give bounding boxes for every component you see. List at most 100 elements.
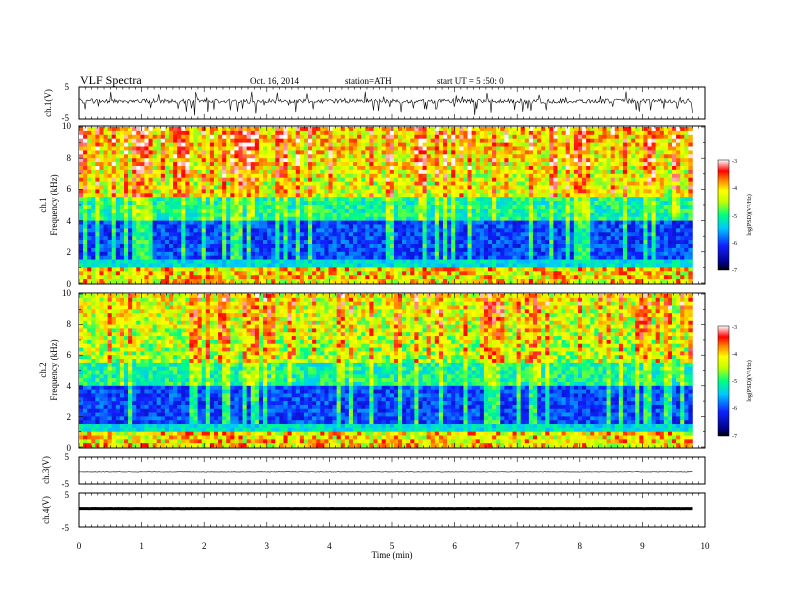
spectrogram-cell	[549, 247, 554, 253]
spectrogram-cell	[537, 267, 542, 272]
spectrogram-cell	[361, 232, 366, 237]
spectrogram-cell	[287, 247, 292, 253]
spectrogram-cell	[336, 150, 342, 155]
spectrogram-cell	[254, 224, 260, 229]
spectrogram-cell	[500, 208, 505, 214]
spectrogram-cell	[553, 208, 558, 214]
spectrogram-cell	[479, 134, 485, 139]
spectrogram-cell	[361, 189, 366, 194]
spectrogram-cell	[193, 193, 198, 198]
spectrogram-cell	[123, 263, 129, 268]
spectrogram-cell	[283, 236, 288, 241]
spectrogram-cell	[451, 220, 456, 225]
spectrogram-cell	[83, 212, 88, 217]
spectrogram-cell	[218, 247, 223, 253]
spectrogram-cell	[569, 193, 575, 198]
spectrogram-cell	[111, 263, 117, 268]
spectrogram-cell	[463, 189, 468, 194]
spectrogram-cell	[582, 236, 587, 241]
spectrogram-cell	[365, 154, 370, 159]
spectrogram-cell	[287, 251, 292, 256]
spectrogram-cell	[189, 181, 194, 186]
spectrogram-cell	[271, 263, 276, 268]
spectrogram-cell	[336, 173, 342, 178]
spectrogram-cell	[496, 138, 501, 143]
spectrogram-cell	[328, 259, 333, 264]
spectrogram-cell	[312, 228, 317, 233]
spectrogram-cell	[565, 267, 571, 272]
spectrogram-cell	[496, 244, 501, 249]
spectrogram-cell	[234, 130, 239, 136]
spectrogram-cell	[164, 212, 170, 217]
spectrogram-cell	[230, 247, 235, 253]
spectrogram-cell	[361, 158, 366, 163]
spectrogram-cell	[377, 263, 382, 268]
spectrogram-cell	[569, 251, 575, 256]
spectrogram-cell	[524, 267, 530, 272]
spectrogram-cell	[197, 212, 202, 217]
spectrogram-cell	[381, 146, 387, 151]
spectrogram-cell	[177, 244, 182, 249]
spectrogram-cell	[438, 251, 444, 256]
spectrogram-cell	[557, 236, 562, 241]
spectrogram-cell	[410, 279, 415, 284]
spectrogram-cell	[328, 173, 333, 178]
spectrogram-cell	[357, 201, 362, 206]
spectrogram-cell	[271, 240, 276, 245]
spectrogram-cell	[201, 263, 207, 268]
spectrogram-cell	[189, 146, 194, 151]
spectrogram-cell	[324, 220, 329, 225]
spectrogram-cell	[569, 216, 575, 221]
spectrogram-cell	[250, 240, 256, 245]
spectrogram-cell	[565, 197, 571, 202]
spectrogram-cell	[385, 177, 391, 182]
spectrogram-cell	[586, 134, 591, 139]
spectrogram-cell	[451, 232, 456, 237]
spectrogram-cell	[381, 134, 387, 139]
spectrogram-cell	[357, 150, 362, 155]
spectrogram-cell	[455, 251, 460, 256]
spectrogram-cell	[312, 208, 317, 214]
spectrogram-cell	[577, 224, 583, 229]
spectrogram-cell	[123, 220, 129, 225]
spectrogram-cell	[430, 255, 436, 260]
spectrogram-cell	[164, 134, 170, 139]
spectrogram-cell	[438, 201, 444, 206]
spectrogram-cell	[402, 181, 407, 186]
spectrogram-cell	[361, 154, 366, 159]
spectrogram-cell	[254, 236, 260, 241]
spectrogram-cell	[537, 189, 542, 194]
spectrogram-cell	[569, 244, 575, 249]
spectrogram-cell	[451, 251, 456, 256]
spectrogram-cell	[332, 154, 337, 159]
spectrogram-cell	[222, 259, 227, 264]
spectrogram-cell	[328, 267, 333, 272]
spectrogram-cell	[443, 189, 448, 194]
spectrogram-cell	[410, 275, 415, 280]
spectrogram-cell	[230, 162, 235, 167]
spectrogram-cell	[213, 142, 219, 147]
spectrogram-cell	[336, 232, 342, 237]
spectrogram-cell	[475, 236, 481, 241]
spectrogram-cell	[398, 166, 403, 171]
spectrogram-cell	[79, 158, 84, 163]
spectrogram-cell	[500, 181, 505, 186]
spectrogram-cell	[197, 181, 202, 186]
spectrogram-cell	[492, 232, 497, 237]
spectrogram-cell	[496, 205, 501, 210]
spectrogram-cell	[475, 247, 481, 253]
spectrogram-cell	[168, 166, 174, 171]
spectrogram-cell	[434, 177, 440, 182]
spectrogram-cell	[213, 240, 219, 245]
spectrogram-cell	[496, 263, 501, 268]
spectrogram-cell	[332, 247, 337, 253]
spectrogram-cell	[504, 275, 509, 280]
spectrogram-cell	[324, 166, 329, 171]
spectrogram-cell	[541, 201, 546, 206]
spectrogram-cell	[185, 134, 190, 139]
spectrogram-cell	[181, 236, 186, 241]
spectrogram-cell	[267, 220, 272, 225]
spectrogram-cell	[144, 177, 149, 182]
spectrogram-cell	[471, 271, 477, 276]
spectrogram-cell	[430, 267, 436, 272]
